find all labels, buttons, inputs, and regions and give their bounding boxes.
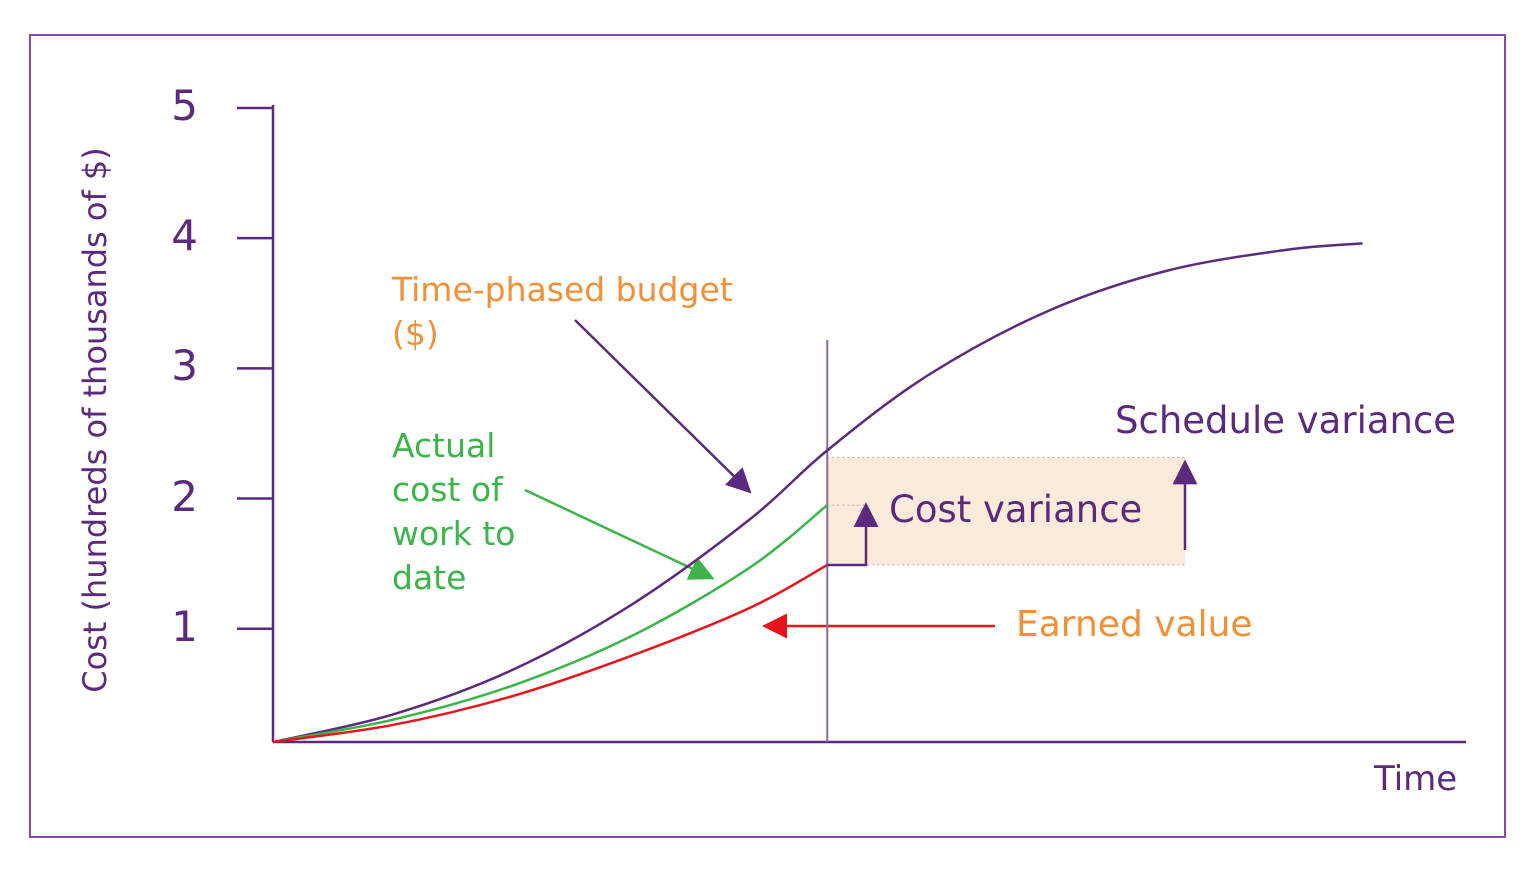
series-line (272, 504, 829, 744)
series-label: Earned value (1016, 604, 1253, 645)
annotation: Cost variance (889, 488, 1143, 531)
pointer-arrow (574, 319, 752, 494)
y-axis-label: Cost (hundreds of thousands of $) (76, 147, 114, 693)
y-tick-label: 3 (171, 341, 198, 391)
y-tick-label: 4 (171, 211, 198, 261)
series-line (272, 242, 1363, 744)
pointer-arrow (524, 488, 715, 580)
y-tick-label: 1 (171, 601, 198, 651)
series-label: Time-phased budget ($) (392, 270, 733, 353)
plot (237, 106, 1363, 744)
x-axis-label: Time (1374, 759, 1458, 799)
cost-variance-arrow (827, 502, 879, 567)
y-tick-label: 5 (171, 81, 198, 130)
y-tick-label: 2 (171, 471, 198, 521)
frame (29, 34, 1506, 838)
series-label: Actual cost of work to date (392, 426, 516, 597)
series-line (272, 563, 828, 744)
annotation: Schedule variance (1115, 399, 1457, 442)
variance-box (827, 457, 1185, 565)
